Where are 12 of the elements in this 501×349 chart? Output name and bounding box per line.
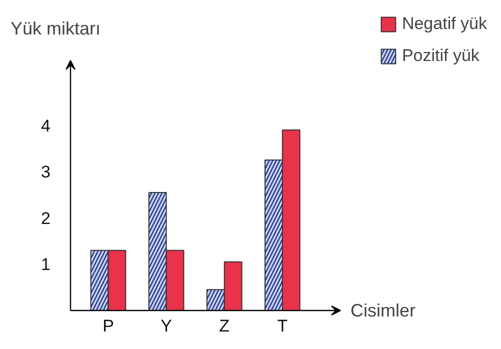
y-tick-label: 1 [41, 255, 51, 274]
y-axis-title: Yük miktarı [10, 18, 101, 38]
x-tick-label: Y [160, 316, 172, 336]
y-tick-label: 3 [41, 162, 51, 182]
legend-label: Pozitif yük [402, 46, 480, 66]
x-tick-label: P [102, 316, 114, 336]
y-tick-label: 4 [41, 116, 51, 136]
y-tick-label: 2 [41, 208, 51, 228]
x-tick-label: Z [219, 316, 230, 336]
legend-label: Negatif yük [402, 14, 487, 34]
x-axis-title: Cisimler [350, 300, 416, 320]
x-tick-label: T [277, 316, 288, 336]
